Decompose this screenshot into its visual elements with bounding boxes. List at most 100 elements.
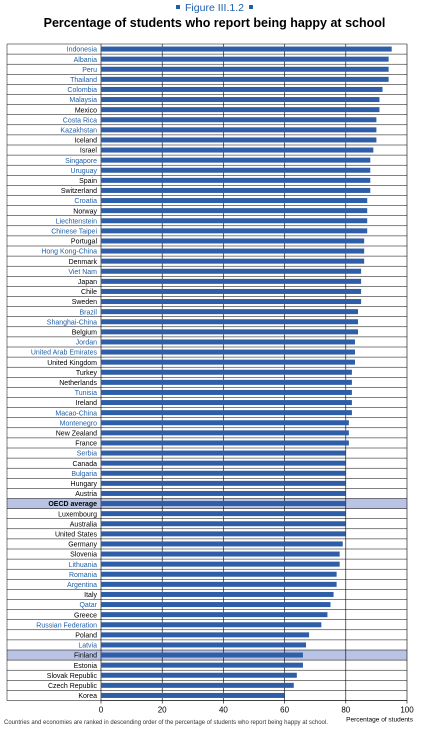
x-tick-label: 60	[280, 706, 289, 715]
data-bar	[101, 278, 362, 284]
category-label: Jordan	[76, 340, 98, 347]
category-label: France	[75, 441, 97, 448]
data-bar	[101, 288, 362, 294]
category-label: Chile	[81, 289, 97, 296]
category-label: OECD average	[48, 501, 97, 508]
data-bar	[101, 430, 349, 436]
category-label: United Arab Emirates	[31, 350, 98, 357]
data-bar	[101, 248, 365, 254]
category-label: Iceland	[74, 138, 97, 145]
data-bar	[101, 440, 349, 446]
data-bar	[101, 642, 307, 648]
data-bar	[101, 400, 352, 406]
data-bar	[101, 177, 371, 183]
data-bar	[101, 389, 352, 395]
category-label: Shanghai-China	[47, 319, 97, 326]
category-label: Viet Nam	[68, 269, 97, 276]
data-bar	[101, 480, 346, 486]
data-bar	[101, 339, 355, 345]
category-label: Spain	[79, 178, 97, 185]
data-bar	[101, 541, 343, 547]
data-bar	[101, 602, 331, 608]
category-label: Thailand	[70, 77, 97, 84]
category-label: Russian Federation	[36, 622, 97, 629]
chart-footnote: Countries and economies are ranked in de…	[4, 720, 328, 726]
category-label: Israel	[80, 148, 98, 155]
category-label: Latvia	[78, 643, 97, 650]
data-bar	[101, 662, 303, 668]
data-bar	[101, 571, 337, 577]
category-label: Singapore	[65, 158, 97, 165]
category-label: Switzerland	[61, 188, 97, 195]
x-tick-label: 80	[341, 706, 350, 715]
category-label: Netherlands	[59, 380, 97, 387]
category-label: Uruguay	[71, 168, 98, 175]
data-bar	[101, 238, 365, 244]
square-bullet-icon	[176, 5, 181, 10]
category-label: Malaysia	[69, 97, 97, 104]
data-bar	[101, 147, 374, 153]
category-label: Croatia	[74, 198, 97, 205]
category-label: Qatar	[79, 602, 97, 609]
data-bar	[101, 581, 337, 587]
category-label: Luxembourg	[58, 511, 97, 518]
category-label: Costa Rica	[63, 117, 97, 124]
data-bar	[101, 632, 310, 638]
data-bar	[101, 319, 359, 325]
data-bar	[101, 117, 377, 123]
data-bar	[101, 46, 392, 52]
data-bar	[101, 76, 389, 82]
data-bar	[101, 410, 352, 416]
category-label: Poland	[75, 632, 97, 639]
data-bar	[101, 692, 285, 698]
category-label: Estonia	[74, 663, 97, 670]
category-label: Greece	[74, 612, 97, 619]
x-tick-label: 40	[219, 706, 228, 715]
category-label: Finland	[74, 653, 97, 660]
data-bar	[101, 369, 352, 375]
data-bar	[101, 672, 297, 678]
category-label: Tunisia	[75, 390, 97, 397]
data-bar	[101, 470, 346, 476]
data-bar	[101, 561, 340, 567]
data-bar	[101, 157, 371, 163]
data-bar	[101, 228, 368, 234]
category-label: Slovak Republic	[47, 673, 98, 680]
data-bar	[101, 420, 349, 426]
category-label: Sweden	[72, 299, 97, 306]
category-label: Lithuania	[69, 562, 98, 569]
category-label: Turkey	[76, 370, 98, 377]
data-bar	[101, 490, 346, 496]
data-bar	[101, 591, 334, 597]
figure-label: Figure III.1.2	[0, 2, 429, 14]
data-bar	[101, 612, 328, 618]
category-label: Czech Republic	[48, 683, 98, 690]
data-bar	[101, 107, 380, 113]
category-label: Montenegro	[60, 420, 97, 427]
data-bar	[101, 501, 346, 507]
category-label: Chinese Taipei	[51, 228, 97, 235]
x-tick-label: 20	[158, 706, 167, 715]
data-bar	[101, 531, 346, 537]
category-label: Mexico	[75, 107, 97, 114]
data-bar	[101, 167, 371, 173]
category-label: Italy	[84, 592, 97, 599]
category-label: Peru	[82, 67, 97, 74]
data-bar	[101, 309, 359, 315]
category-label: Germany	[68, 542, 97, 549]
category-label: United Kingdom	[47, 360, 97, 367]
data-bar	[101, 218, 368, 224]
data-bar	[101, 652, 303, 658]
category-label: Hong Kong-China	[41, 249, 97, 256]
category-label: Norway	[73, 208, 97, 215]
category-label: Brazil	[79, 309, 97, 316]
figure-label-text: Figure III.1.2	[185, 2, 244, 14]
data-bar	[101, 187, 371, 193]
data-bar	[101, 349, 355, 355]
category-label: Colombia	[67, 87, 97, 94]
category-label: Romania	[69, 572, 97, 579]
data-bar	[101, 359, 355, 365]
category-label: Portugal	[71, 239, 98, 246]
data-bar	[101, 268, 362, 274]
